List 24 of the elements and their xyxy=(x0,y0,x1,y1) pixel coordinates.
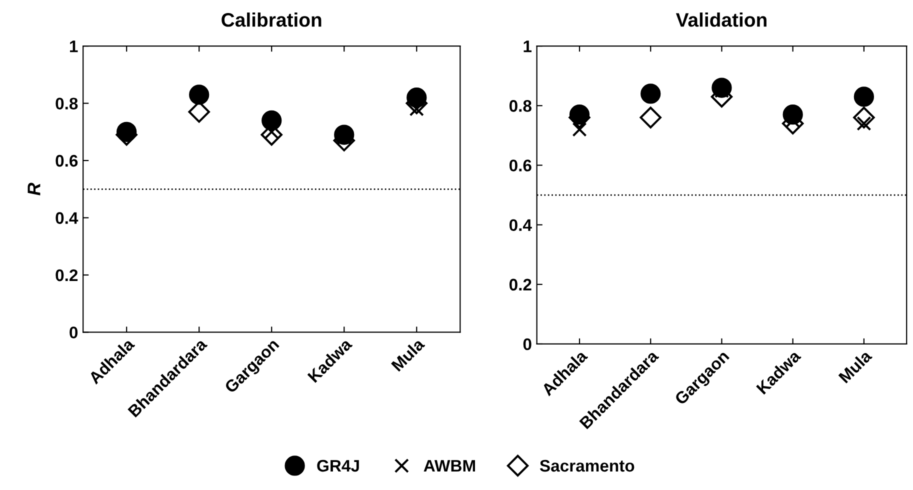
legend-label: GR4J xyxy=(317,460,359,472)
y-tick-label: 0.4 xyxy=(56,212,78,224)
y-tick-label: 1 xyxy=(70,40,78,52)
y-axis-title: R xyxy=(28,182,40,196)
chart-title: Calibration xyxy=(222,12,322,27)
point xyxy=(640,84,661,104)
point xyxy=(853,106,875,128)
y-tick-label: 0.2 xyxy=(56,269,78,282)
point xyxy=(640,106,662,128)
y-tick-label: 0.4 xyxy=(509,219,532,232)
y-tick-label: 0.2 xyxy=(509,278,532,291)
y-tick-label: 0.6 xyxy=(56,154,78,167)
y-tick-label: 0 xyxy=(70,326,78,338)
point xyxy=(854,86,874,107)
point xyxy=(572,122,587,137)
legend-label: AWBM xyxy=(424,460,475,472)
y-tick-label: 0.6 xyxy=(509,160,532,172)
y-tick-label: 0.8 xyxy=(509,100,532,112)
point xyxy=(189,84,210,105)
y-tick-label: 1 xyxy=(524,40,532,52)
legend-label: Sacramento xyxy=(540,460,634,472)
chart-title: Validation xyxy=(676,12,766,27)
y-tick-label: 0 xyxy=(523,338,532,350)
y-tick-label: 0.8 xyxy=(56,98,78,110)
